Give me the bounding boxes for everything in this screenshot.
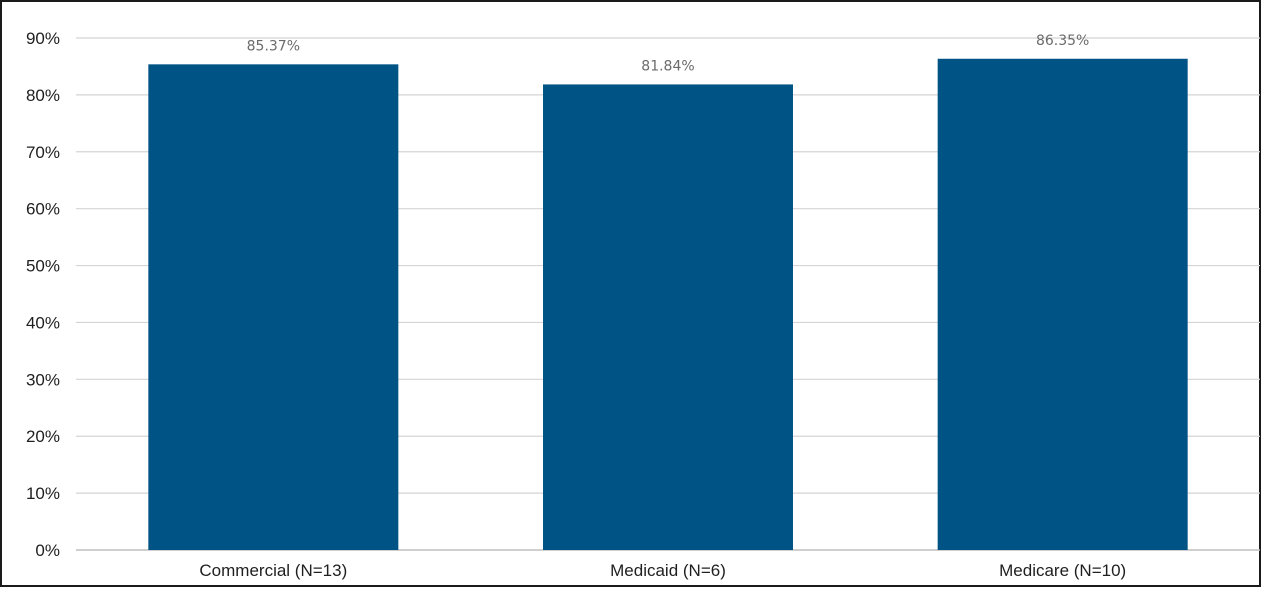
x-category-label: Medicare (N=10) <box>999 561 1126 580</box>
y-axis-tick-labels: 0% 10% 20% 30% 40% 50% 60% 70% 80% 90% <box>26 29 60 560</box>
bar-0 <box>148 64 399 551</box>
y-tick-label: 60% <box>26 200 60 219</box>
bar-value-label: 85.37% <box>247 38 300 54</box>
y-tick-label: 50% <box>26 257 60 276</box>
y-tick-label: 70% <box>26 143 60 162</box>
bars <box>148 58 1188 551</box>
bar-value-label: 86.35% <box>1036 33 1089 49</box>
y-tick-label: 20% <box>26 427 60 446</box>
bar-1 <box>543 84 793 551</box>
y-tick-label: 0% <box>35 541 60 560</box>
bar-2 <box>937 58 1188 551</box>
y-tick-label: 30% <box>26 370 60 389</box>
bar-value-label: 81.84% <box>641 58 694 74</box>
y-tick-label: 40% <box>26 313 60 332</box>
y-tick-label: 90% <box>26 29 60 48</box>
y-tick-label: 10% <box>26 484 60 503</box>
data-labels: 85.37% 81.84% 86.35% <box>247 33 1090 75</box>
x-category-label: Medicaid (N=6) <box>610 561 726 580</box>
x-category-label: Commercial (N=13) <box>199 561 347 580</box>
y-tick-label: 80% <box>26 86 60 105</box>
x-axis-category-labels: Commercial (N=13) Medicaid (N=6) Medicare … <box>199 561 1126 580</box>
